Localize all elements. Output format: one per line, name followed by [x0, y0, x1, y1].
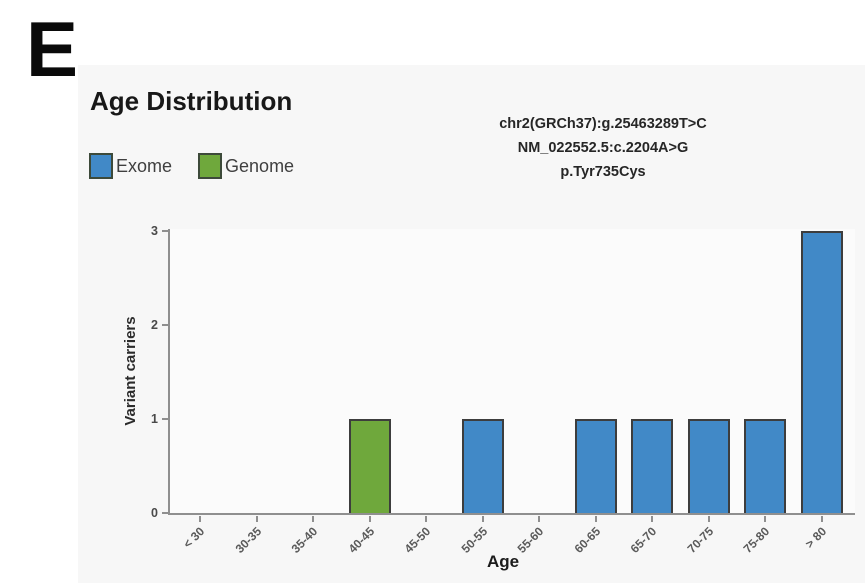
x-tick: [425, 516, 427, 522]
bar-65-70: [631, 419, 673, 513]
bar-40-45: [348, 419, 391, 513]
chart-panel: Age Distribution Exome Genome chr2(GRCh3…: [78, 65, 865, 583]
annotation-protein: p.Tyr735Cys: [560, 164, 646, 180]
x-tick: [594, 516, 597, 522]
y-tick-label: 0: [151, 506, 158, 520]
x-tick-label: 70-75: [684, 524, 716, 556]
y-tick: [162, 230, 168, 232]
genome-swatch-icon: [198, 153, 223, 179]
x-tick: [368, 516, 371, 522]
y-tick: [162, 418, 168, 420]
x-tick: [707, 516, 710, 522]
annotation-transcript: NM_022552.5:c.2204A>G: [517, 140, 689, 156]
legend-item-exome: Exome: [89, 153, 172, 179]
y-axis-label: Variant carriers: [122, 316, 139, 426]
exome-swatch-icon: [89, 153, 113, 179]
x-tick-label: 30-35: [232, 524, 264, 556]
legend: Exome Genome: [89, 153, 294, 179]
annotation-genomic: chr2(GRCh37):g.25463289T>C: [499, 116, 707, 132]
plot-area: 0 1 2 3 < 30 30-35 35-40 40-45 45-50 50-55 55-60 60…: [151, 224, 855, 556]
x-tick: [764, 516, 766, 522]
y-tick-label: 1: [151, 412, 158, 426]
bar-> 80: [800, 231, 843, 513]
bar-70-75: [687, 419, 730, 513]
x-tick: [312, 516, 314, 522]
legend-item-genome: Genome: [198, 153, 294, 179]
bar-75-80: [744, 419, 786, 513]
y-tick-label: 3: [151, 224, 158, 238]
legend-label-genome: Genome: [225, 155, 295, 176]
y-tick-label: 2: [151, 318, 158, 332]
y-tick: [162, 324, 168, 326]
x-tick: [820, 516, 823, 522]
chart-title: Age Distribution: [90, 86, 293, 116]
x-tick-label: 60-65: [571, 524, 603, 556]
x-tick-label: > 80: [802, 524, 829, 551]
bar-50-55: [461, 419, 504, 513]
legend-label-exome: Exome: [116, 155, 173, 176]
y-tick: [162, 512, 168, 514]
x-axis-label: Age: [486, 552, 520, 571]
variant-annotation: chr2(GRCh37):g.25463289T>C NM_022552.5:c…: [453, 112, 753, 184]
bar-60-65: [574, 419, 617, 513]
x-tick-label: 40-45: [345, 524, 377, 556]
x-tick: [538, 516, 540, 522]
x-tick: [255, 516, 258, 522]
x-tick-label: < 30: [180, 524, 208, 551]
x-tick: [481, 516, 484, 522]
x-tick: [651, 516, 653, 522]
panel-letter: E: [26, 5, 79, 93]
x-tick: [199, 516, 201, 522]
